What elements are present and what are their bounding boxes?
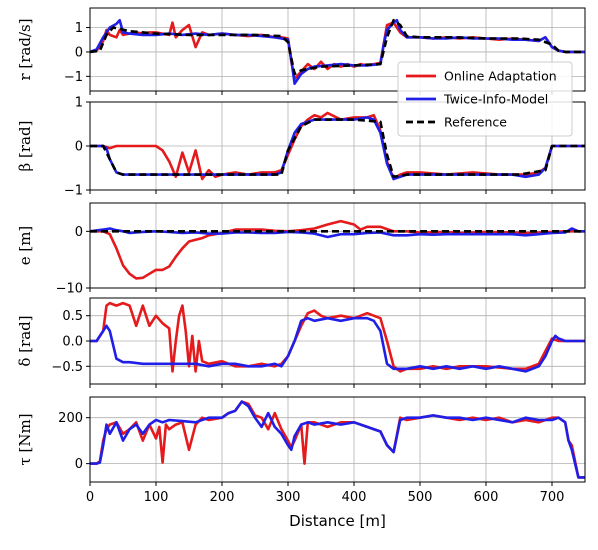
y-tick-label: 1 [75,21,83,36]
y-tick-label: 0.0 [62,335,83,350]
y-tick-label: −1 [64,70,83,85]
y-axis-label: δ [rad] [16,315,34,366]
series-line-reference [90,118,585,179]
legend-label: Twice-Info-Model [443,92,548,107]
legend-label: Reference [444,115,507,130]
panel-frame [89,396,586,483]
panel-series-group [90,400,585,479]
y-tick-label: 1 [75,96,83,111]
panel-5: 0 200 τ [Nm] 0 100 200 300 400 500 600 700 Distance… [16,396,586,530]
y-tick-label: 0 [75,457,83,472]
y-axis-label: τ [Nm] [16,413,34,465]
y-tick-label: −10 [56,282,83,297]
panel-series-group [90,18,585,85]
x-tick-label: 100 [144,490,169,505]
legend-box [397,61,573,137]
panel-4: −0.5 0.0 0.5 δ [rad] [16,297,586,388]
series-line-twice-info-model [90,400,585,479]
y-tick-label: 200 [58,411,83,426]
y-axis-label: e [m] [16,226,34,266]
x-tick-label: 200 [210,490,235,505]
x-tick-label: 400 [342,490,367,505]
panel-frame [89,202,586,289]
panel-frame [89,7,586,92]
y-tick-label: 0.5 [62,309,83,324]
y-axis-label: β [rad] [16,121,34,172]
x-tick-label: 300 [276,490,301,505]
panel-series-group [90,301,585,373]
legend-label: Online Adaptation [444,69,557,84]
legend: Online Adaptation Twice-Info-Model Referen… [397,61,573,137]
series-line-online-adaptation [90,219,585,280]
series-line-twice-info-model [90,316,585,373]
y-tick-label: −0.5 [51,360,83,375]
x-tick-label: 500 [408,490,433,505]
x-tick-label: 600 [474,490,499,505]
series-line-reference [90,18,585,76]
x-axis-label: Distance [m] [289,512,386,530]
y-tick-label: 0 [75,225,83,240]
series-line-online-adaptation [90,400,585,479]
panel-3: −10 0 e [m] [16,202,586,297]
x-tick-label: 700 [540,490,565,505]
y-tick-label: −1 [64,184,83,199]
y-tick-label: 0 [75,140,83,155]
series-line-online-adaptation [90,301,585,373]
panel-series-group [90,219,585,280]
panel-1: −1 0 1 r [rad/s] [16,7,586,95]
panel-series-group [90,111,585,181]
y-tick-label: 0 [75,45,83,60]
y-axis-label: r [rad/s] [16,18,34,80]
x-tick-label: 0 [86,490,94,505]
